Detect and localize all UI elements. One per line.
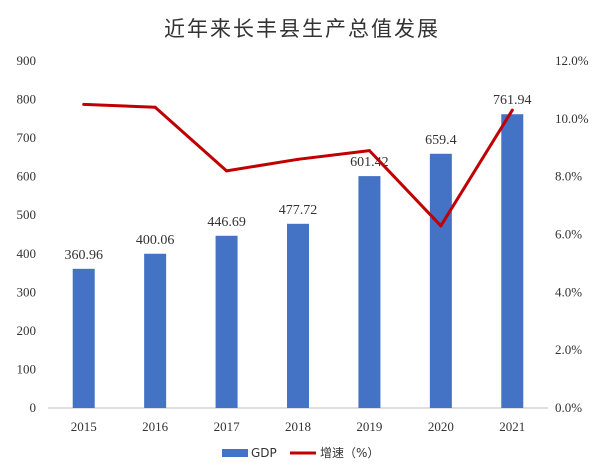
gdp-bar	[287, 223, 309, 408]
legend-label-growth: 增速（%）	[320, 446, 379, 460]
growth-point	[153, 105, 157, 109]
gdp-data-label: 400.06	[136, 233, 175, 248]
left-axis-tick-label: 800	[17, 92, 37, 107]
legend: GDP 增速（%）	[222, 446, 379, 460]
left-axis-tick-label: 400	[17, 246, 37, 261]
left-axis-tick-label: 300	[17, 284, 37, 299]
right-axis-tick-label: 10.0%	[555, 111, 589, 126]
gdp-bar	[501, 114, 524, 408]
x-axis-tick-label: 2020	[428, 419, 454, 434]
growth-point	[225, 169, 229, 173]
growth-point	[296, 157, 300, 161]
growth-point	[439, 224, 443, 228]
gdp-data-label: 360.96	[64, 248, 103, 263]
gdp-data-label: 761.94	[493, 93, 532, 108]
gdp-data-label: 659.4	[425, 133, 457, 148]
right-axis-tick-label: 0.0%	[555, 400, 582, 415]
gdp-bar	[358, 176, 381, 408]
left-axis: 0 100 200 300 400 500 600 700 800 900	[17, 53, 37, 415]
left-axis-tick-label: 600	[17, 169, 37, 184]
x-axis-tick-label: 2017	[214, 419, 241, 434]
gdp-bar	[429, 153, 452, 408]
right-axis-tick-label: 12.0%	[555, 53, 589, 68]
x-axis-tick-label: 2018	[285, 419, 311, 434]
left-axis-tick-label: 500	[17, 207, 37, 222]
gdp-data-label: 601.42	[350, 155, 389, 170]
right-axis: 0.0% 2.0% 4.0% 6.0% 8.0% 10.0% 12.0%	[555, 53, 589, 415]
left-axis-tick-label: 0	[30, 400, 37, 415]
x-axis: 2015 2016 2017 2018 2019 2020 2021	[71, 419, 526, 434]
chart-title: 近年来长丰县生产总值发展	[164, 17, 440, 41]
left-axis-tick-label: 100	[17, 361, 37, 376]
x-axis-tick-label: 2016	[142, 419, 169, 434]
growth-point	[510, 108, 514, 112]
left-axis-tick-label: 900	[17, 53, 37, 68]
gdp-bar	[72, 268, 95, 408]
legend-swatch-gdp	[222, 449, 248, 457]
right-axis-tick-label: 6.0%	[555, 227, 582, 242]
growth-point	[367, 149, 371, 153]
growth-point	[82, 102, 86, 106]
gdp-data-label: 477.72	[279, 203, 318, 218]
left-axis-tick-label: 200	[17, 323, 37, 338]
right-axis-tick-label: 2.0%	[555, 342, 582, 357]
x-axis-tick-label: 2015	[71, 419, 97, 434]
left-axis-tick-label: 700	[17, 130, 37, 145]
x-axis-tick-label: 2019	[356, 419, 382, 434]
gdp-bar	[215, 235, 238, 408]
right-axis-tick-label: 8.0%	[555, 169, 582, 184]
x-axis-tick-label: 2021	[499, 419, 525, 434]
right-axis-tick-label: 4.0%	[555, 284, 582, 299]
gdp-data-label: 446.69	[207, 215, 246, 230]
legend-label-gdp: GDP	[251, 446, 277, 460]
gdp-bar	[144, 253, 167, 408]
growth-line-series	[82, 102, 514, 228]
